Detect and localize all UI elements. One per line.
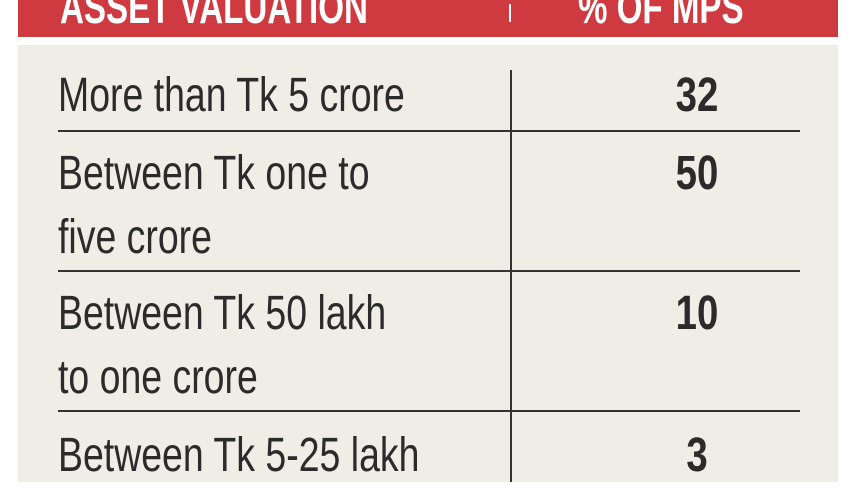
row-value: 50: [675, 147, 719, 200]
row-label: Between Tk 50 lakh: [58, 287, 387, 340]
row-value: 10: [675, 287, 719, 340]
row-label: Between Tk one to: [58, 147, 370, 200]
row-divider: [58, 130, 800, 132]
row-label-line2: five crore: [58, 211, 212, 264]
row-divider: [58, 270, 800, 272]
column-header-asset-valuation: ASSET VALUATION: [60, 0, 368, 33]
row-value: 3: [686, 429, 708, 482]
row-divider: [58, 410, 800, 412]
row-label-line2: to one crore: [58, 351, 258, 404]
row-label: Between Tk 5-25 lakh: [58, 429, 420, 482]
table-body: [18, 45, 838, 482]
row-label: More than Tk 5 crore: [58, 69, 405, 122]
column-header-percent-of-mps: % OF MPS: [578, 0, 744, 33]
column-divider: [510, 70, 512, 482]
table-header: ASSET VALUATION % OF MPS: [18, 0, 838, 37]
header-divider: [509, 4, 511, 22]
row-value: 32: [675, 69, 719, 122]
